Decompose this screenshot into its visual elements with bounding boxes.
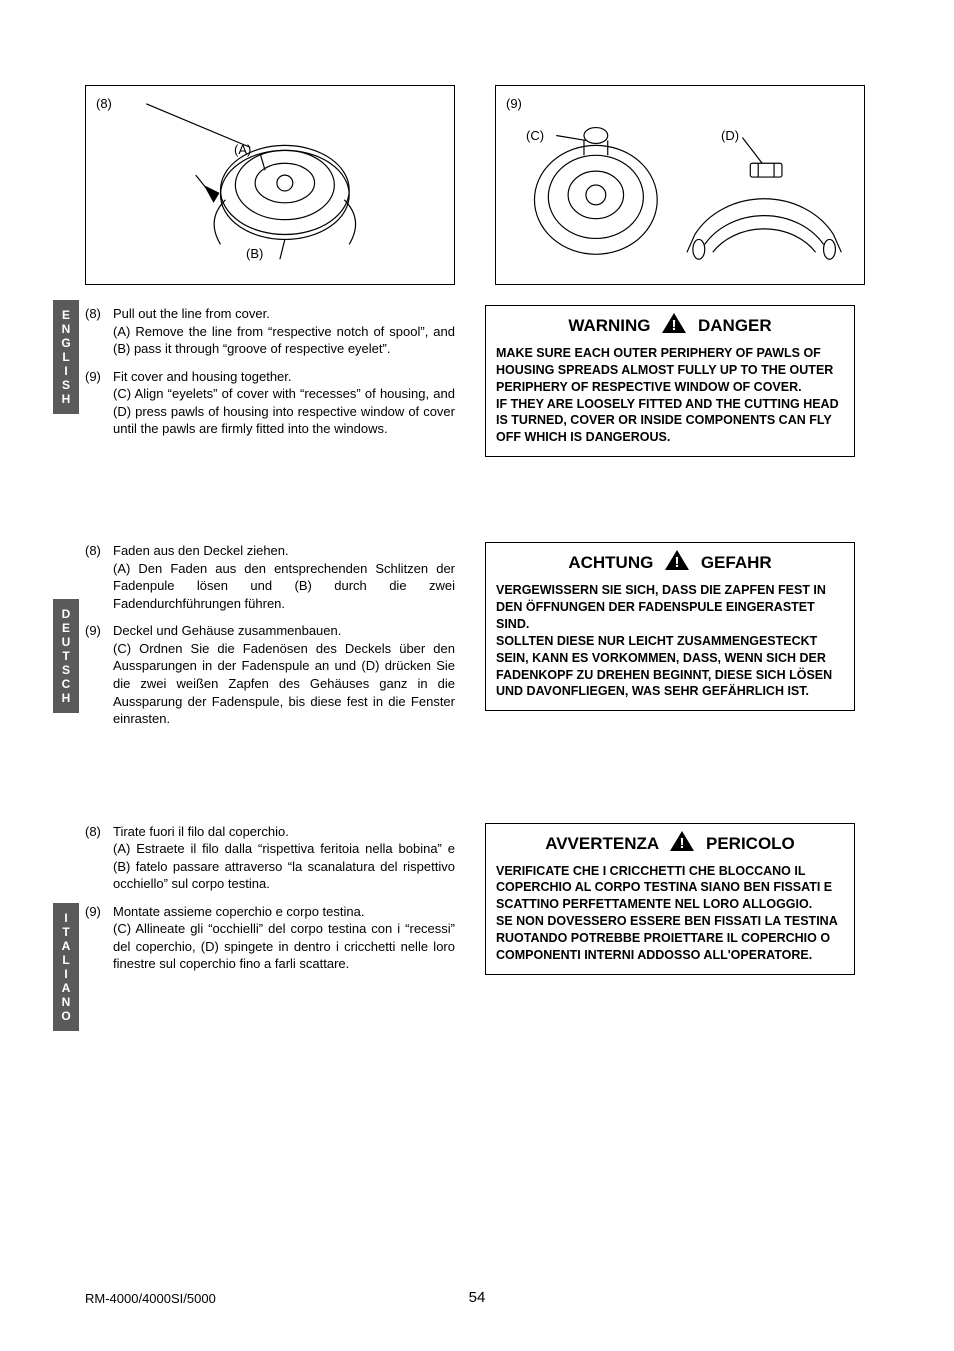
english-warning: WARNING ! DANGER MAKE SURE EACH OUTER PE… [485, 305, 855, 457]
section-deutsch: (8) Faden aus den Deckel ziehen. (A) Den… [85, 542, 894, 737]
warning-body: MAKE SURE EACH OUTER PERIPHERY OF PAWLS … [496, 345, 844, 446]
figure-8-label-b: (B) [246, 246, 263, 261]
step-body: Deckel und Gehäuse zusammenbauen. (C) Or… [113, 622, 455, 727]
step-num: (8) [85, 542, 113, 612]
figure-9-label-d: (D) [721, 128, 739, 143]
figure-8-svg [86, 86, 454, 284]
step-it-8: (8) Tirate fuori il filo dal coperchio. … [85, 823, 455, 893]
step-num: (8) [85, 305, 113, 358]
step-body: Pull out the line from cover. (A) Remove… [113, 305, 455, 358]
step-title: Montate assieme coperchio e corpo testin… [113, 904, 364, 919]
step-title: Tirate fuori il filo dal coperchio. [113, 824, 289, 839]
step-body: Tirate fuori il filo dal coperchio. (A) … [113, 823, 455, 893]
warning-word-right: PERICOLO [706, 834, 795, 853]
figure-8-num: (8) [96, 96, 112, 111]
section-english: (8) Pull out the line from cover. (A) Re… [85, 305, 894, 457]
warning-word-right: DANGER [698, 316, 772, 335]
italiano-warning: AVVERTENZA ! PERICOLO VERIFICATE CHE I C… [485, 823, 855, 983]
step-title: Deckel und Gehäuse zusammenbauen. [113, 623, 341, 638]
warning-box-it: AVVERTENZA ! PERICOLO VERIFICATE CHE I C… [485, 823, 855, 975]
step-text: (A) Estraete il filo dalla “rispettiva f… [113, 841, 455, 891]
step-en-9: (9) Fit cover and housing together. (C) … [85, 368, 455, 438]
deutsch-warning: ACHTUNG ! GEFAHR VERGEWISSERN SIE SICH, … [485, 542, 855, 737]
italiano-steps: (8) Tirate fuori il filo dal coperchio. … [85, 823, 455, 983]
step-en-8: (8) Pull out the line from cover. (A) Re… [85, 305, 455, 358]
step-text: (C) Ordnen Sie die Fadenösen des Deckels… [113, 641, 455, 726]
step-num: (8) [85, 823, 113, 893]
svg-text:!: ! [672, 317, 677, 334]
figure-8-label-a: (A) [234, 142, 251, 157]
warning-title: AVVERTENZA ! PERICOLO [496, 830, 844, 859]
warning-title: WARNING ! DANGER [496, 312, 844, 341]
warning-word-left: ACHTUNG [568, 553, 653, 572]
step-text: (C) Align “eyelets” of cover with “reces… [113, 386, 455, 436]
step-title: Fit cover and housing together. [113, 369, 292, 384]
step-body: Montate assieme coperchio e corpo testin… [113, 903, 455, 973]
step-num: (9) [85, 622, 113, 727]
step-de-9: (9) Deckel und Gehäuse zusammenbauen. (C… [85, 622, 455, 727]
step-num: (9) [85, 368, 113, 438]
lang-tab-english: ENGLISH [53, 300, 79, 414]
lang-tab-deutsch: DEUTSCH [53, 599, 79, 713]
warning-body: VERIFICATE CHE I CRICCHETTI CHE BLOCCANO… [496, 863, 844, 964]
page-number: 54 [0, 1289, 954, 1306]
warning-box-en: WARNING ! DANGER MAKE SURE EACH OUTER PE… [485, 305, 855, 457]
figure-8: (8) (A) (B) [85, 85, 455, 285]
warning-title: ACHTUNG ! GEFAHR [496, 549, 844, 578]
step-text: (A) Den Faden aus den entsprechenden Sch… [113, 561, 455, 611]
section-italiano: (8) Tirate fuori il filo dal coperchio. … [85, 823, 894, 983]
svg-text:!: ! [680, 835, 685, 852]
figure-9-num: (9) [506, 96, 522, 111]
lang-tab-italiano: ITALIANO [53, 903, 79, 1031]
step-text: (A) Remove the line from “respective not… [113, 324, 455, 357]
step-title: Faden aus den Deckel ziehen. [113, 543, 289, 558]
step-text: (C) Allineate gli “occhielli” del corpo … [113, 921, 455, 971]
warning-triangle-icon: ! [669, 830, 695, 859]
step-body: Fit cover and housing together. (C) Alig… [113, 368, 455, 438]
warning-box-de: ACHTUNG ! GEFAHR VERGEWISSERN SIE SICH, … [485, 542, 855, 711]
step-title: Pull out the line from cover. [113, 306, 270, 321]
figure-9-svg [496, 86, 864, 284]
step-it-9: (9) Montate assieme coperchio e corpo te… [85, 903, 455, 973]
figures-row: (8) (A) (B) [85, 85, 894, 285]
figure-9: (9) (C) (D) [495, 85, 865, 285]
deutsch-steps: (8) Faden aus den Deckel ziehen. (A) Den… [85, 542, 455, 737]
step-body: Faden aus den Deckel ziehen. (A) Den Fad… [113, 542, 455, 612]
warning-word-right: GEFAHR [701, 553, 772, 572]
warning-body: VERGEWISSERN SIE SICH, DASS DIE ZAPFEN F… [496, 582, 844, 700]
step-de-8: (8) Faden aus den Deckel ziehen. (A) Den… [85, 542, 455, 612]
warning-word-left: WARNING [568, 316, 650, 335]
english-steps: (8) Pull out the line from cover. (A) Re… [85, 305, 455, 457]
warning-triangle-icon: ! [661, 312, 687, 341]
warning-word-left: AVVERTENZA [545, 834, 658, 853]
warning-triangle-icon: ! [664, 549, 690, 578]
step-num: (9) [85, 903, 113, 973]
page-content: ENGLISH DEUTSCH ITALIANO (8) (A) (B) [85, 85, 894, 1291]
figure-9-label-c: (C) [526, 128, 544, 143]
svg-text:!: ! [675, 554, 680, 571]
